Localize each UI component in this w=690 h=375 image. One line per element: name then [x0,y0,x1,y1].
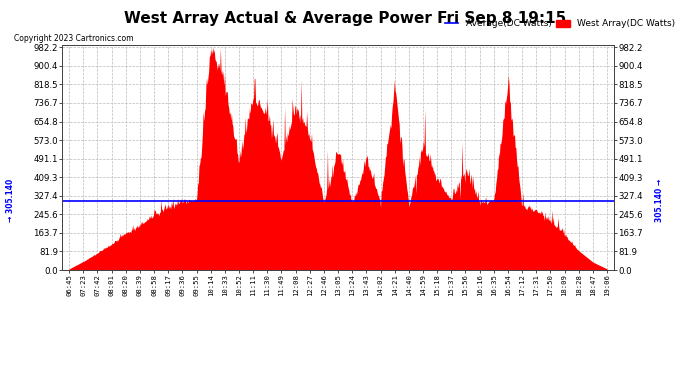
Text: → 305.140: → 305.140 [6,179,15,222]
Legend: Average(DC Watts), West Array(DC Watts): Average(DC Watts), West Array(DC Watts) [442,16,678,32]
Text: Copyright 2023 Cartronics.com: Copyright 2023 Cartronics.com [14,34,133,43]
Text: 305.140 →: 305.140 → [656,179,664,222]
Text: West Array Actual & Average Power Fri Sep 8 19:15: West Array Actual & Average Power Fri Se… [124,11,566,26]
